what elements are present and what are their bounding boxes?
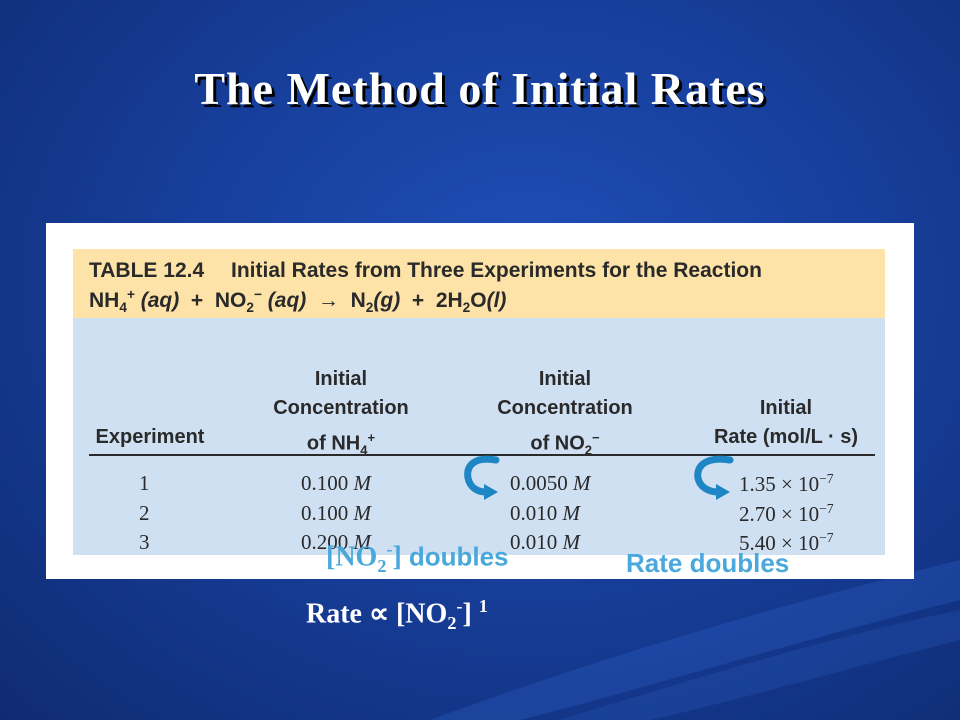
reaction-no2-sub: 2 xyxy=(246,300,254,316)
cell-experiment: 1 xyxy=(139,471,150,495)
slide-title: The Method of Initial Rates xyxy=(194,63,766,114)
table-row: 2 0.100 M 0.010 M 2.70 × 10−7 xyxy=(73,501,885,529)
header-nh4-sub: 4 xyxy=(360,442,368,458)
rate-law-sup: - xyxy=(456,596,463,616)
reaction-nh4: NH xyxy=(89,289,120,312)
reaction-nh4-sub: 4 xyxy=(119,300,127,316)
header-nh4-line1: Initial xyxy=(314,368,368,390)
cell-rate: 1.35 × 10−7 xyxy=(739,471,834,497)
cell-rate: 5.40 × 10−7 xyxy=(739,530,834,556)
header-nh4-sup: + xyxy=(367,430,376,445)
reaction-aq2: (aq) xyxy=(267,289,307,312)
cell-experiment: 3 xyxy=(139,530,150,554)
cell-no2-value: 0.010 xyxy=(510,501,558,525)
header-rate: Initial Rate (mol/L · s) xyxy=(691,394,881,452)
header-no2-line2: Concentration xyxy=(497,397,633,419)
table-frame: TABLE 12.4 Initial Rates from Three Expe… xyxy=(46,223,914,579)
table-row: 3 0.200 M 0.010 M 5.40 × 10−7 xyxy=(73,530,885,558)
header-nh4-line2: Concentration xyxy=(273,397,409,419)
no2-doubles-sub: 2 xyxy=(377,555,387,576)
curved-arrow-icon xyxy=(694,455,734,500)
cell-rate-exp: −7 xyxy=(819,501,834,516)
cell-no2-value: 0.0050 xyxy=(510,471,568,495)
reaction-no2: NO xyxy=(214,289,247,312)
header-no2-line1: Initial xyxy=(538,368,592,390)
header-rate-line2: Rate (mol/L · s) xyxy=(713,426,859,448)
cell-no2: 0.010 M xyxy=(510,501,580,526)
cell-rate-exp: −7 xyxy=(819,530,834,545)
rate-law-close: ] xyxy=(462,598,472,630)
cell-rate-exp: −7 xyxy=(819,471,834,486)
reaction-nh4-sup: + xyxy=(126,287,135,302)
reaction-l: (l) xyxy=(486,289,507,312)
no2-doubles-sup: - xyxy=(386,539,393,559)
rate-doubles-annotation: Rate doubles xyxy=(626,548,790,578)
cell-nh4-value: 0.100 xyxy=(301,471,349,495)
rate-law-prefix: Rate ∝ [NO xyxy=(306,598,448,630)
reaction-equation: NH4+ (aq) + NO2− (aq) → N2(g) + 2H2O(l) xyxy=(89,287,506,315)
cell-no2-value: 0.010 xyxy=(510,530,558,554)
cell-rate-value: 2.70 × 10 xyxy=(739,502,820,526)
header-experiment: Experiment xyxy=(85,423,215,452)
rate-law-sub: 2 xyxy=(447,612,457,633)
reaction-plus1: + xyxy=(190,289,204,312)
header-rate-line1: Initial xyxy=(759,397,813,419)
rate-law-power: 1 xyxy=(478,596,488,616)
rate-law: Rate ∝ [NO2-] 1 xyxy=(306,596,488,634)
cell-nh4-unit: M xyxy=(353,530,372,554)
cell-nh4-value: 0.100 xyxy=(301,501,349,525)
header-no2-line3-text: of NO xyxy=(530,432,585,455)
header-experiment-label: Experiment xyxy=(95,426,205,448)
header-nh4-line3-text: of NH xyxy=(306,432,361,455)
reaction-n2: N xyxy=(350,289,366,312)
table-title: Initial Rates from Three Experiments for… xyxy=(231,259,762,282)
header-nh4: Initial Concentration of NH4+ xyxy=(251,365,431,465)
header-rule xyxy=(89,454,875,456)
reaction-h2o-sub: 2 xyxy=(462,300,471,316)
table-row: 1 0.100 M 0.0050 M 1.35 × 10−7 xyxy=(73,471,885,499)
cell-nh4-value: 0.200 xyxy=(301,530,349,554)
reaction-h2o-o: O xyxy=(470,289,487,312)
header-no2-line3: of NO2− xyxy=(475,423,655,465)
no2-doubles-close: ] xyxy=(392,541,402,573)
cell-nh4-unit: M xyxy=(353,501,372,525)
cell-nh4-unit: M xyxy=(353,471,372,495)
curved-arrow-icon xyxy=(464,455,500,500)
cell-experiment: 2 xyxy=(139,501,150,525)
cell-no2-unit: M xyxy=(573,471,591,495)
header-no2-sub: 2 xyxy=(584,442,593,458)
header-no2: Initial Concentration of NO2− xyxy=(475,365,655,465)
cell-nh4: 0.100 M xyxy=(301,471,371,496)
reaction-h2o: 2H xyxy=(435,289,463,312)
cell-no2: 0.010 M xyxy=(510,530,580,555)
reaction-n2-sub: 2 xyxy=(365,300,374,316)
cell-no2-unit: M xyxy=(562,530,581,554)
cell-rate-value: 5.40 × 10 xyxy=(739,531,820,555)
cell-nh4: 0.100 M xyxy=(301,501,371,526)
cell-no2: 0.0050 M xyxy=(510,471,591,496)
header-nh4-line3: of NH4+ xyxy=(251,423,431,465)
cell-rate: 2.70 × 10−7 xyxy=(739,501,834,527)
reaction-aq1: (aq) xyxy=(140,289,180,312)
reaction-g: (g) xyxy=(373,289,401,312)
reaction-no2-sup: − xyxy=(253,287,262,302)
data-table: TABLE 12.4 Initial Rates from Three Expe… xyxy=(73,249,885,555)
cell-rate-value: 1.35 × 10 xyxy=(739,472,820,496)
table-caption: TABLE 12.4 Initial Rates from Three Expe… xyxy=(73,249,885,318)
no2-doubles-word: doubles xyxy=(408,541,509,572)
no2-doubles-open: [NO xyxy=(326,541,378,573)
cell-no2-unit: M xyxy=(562,501,581,525)
header-no2-sup: − xyxy=(592,430,600,445)
reaction-plus2: + xyxy=(411,289,425,312)
table-number: TABLE 12.4 xyxy=(89,259,205,282)
reaction-arrow: → xyxy=(317,289,339,312)
cell-nh4: 0.200 M xyxy=(301,530,371,555)
no2-doubles-annotation: [NO2-] doubles xyxy=(326,539,508,577)
